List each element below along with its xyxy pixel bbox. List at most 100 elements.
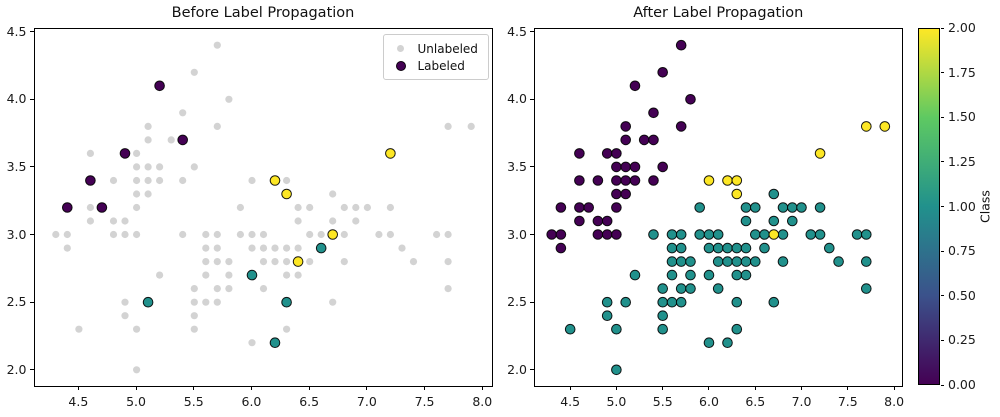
scatter-point — [132, 149, 140, 157]
scatter-point — [444, 258, 452, 266]
scatter-point — [132, 325, 140, 333]
x-tick-label: 5.0 — [606, 394, 627, 409]
colorbar-tick-mark — [941, 72, 944, 74]
scatter-point — [259, 258, 267, 266]
y-tick-label: 4.5 — [6, 23, 27, 39]
scatter-point — [555, 229, 567, 240]
x-tick-mark — [847, 386, 849, 390]
scatter-point — [731, 269, 743, 281]
x-tick-label: 4.5 — [560, 394, 581, 409]
scatter-point — [444, 285, 452, 293]
x-tick-label: 4.5 — [68, 394, 89, 409]
colorbar-tick-mark — [941, 250, 944, 252]
scatter-point — [270, 258, 279, 266]
colorbar-tick-mark — [941, 27, 944, 29]
colorbar-tick-label: 0.25 — [948, 332, 976, 348]
scatter-point — [703, 229, 715, 240]
scatter-point — [224, 271, 232, 279]
scatter-point — [84, 175, 96, 186]
scatter-point — [666, 229, 678, 240]
scatter-point — [703, 269, 715, 281]
scatter-point — [601, 229, 613, 240]
y-tick-mark — [530, 31, 534, 33]
scatter-point — [292, 256, 303, 267]
y-tick-mark — [29, 301, 34, 303]
scatter-point — [409, 258, 417, 266]
scatter-point — [305, 258, 313, 266]
scatter-point — [648, 134, 659, 146]
y-tick-mark — [29, 166, 34, 168]
scatter-point — [611, 229, 622, 240]
colorbar-tick-mark — [941, 295, 944, 297]
scatter-point — [432, 230, 440, 239]
scatter-point — [280, 296, 292, 308]
x-tick-label: 6.0 — [699, 394, 719, 409]
scatter-point — [51, 230, 59, 239]
scatter-point — [144, 136, 152, 144]
y-tick-label: 4.0 — [6, 91, 27, 107]
scatter-point — [555, 202, 567, 213]
scatter-point — [657, 310, 668, 322]
after-plot-axes: After Label Propagation 4.5 5.0 5.5 6.0 6.5 7… — [507, 5, 904, 409]
scatter-point — [731, 296, 743, 308]
scatter-point — [648, 175, 659, 186]
scatter-point — [351, 203, 359, 212]
scatter-point — [120, 298, 129, 306]
scatter-point — [712, 229, 724, 240]
scatter-point — [768, 296, 780, 308]
scatter-point — [190, 68, 198, 76]
scatter-point — [759, 242, 770, 254]
scatter-point — [259, 285, 267, 293]
scatter-point — [294, 244, 302, 252]
scatter-point — [178, 176, 186, 185]
scatter-point — [328, 217, 336, 225]
y-tick-mark — [530, 369, 534, 371]
y-tick-mark — [530, 234, 534, 236]
y-tick-mark — [530, 301, 534, 303]
scatter-point — [666, 256, 678, 267]
x-tick-label: 5.0 — [126, 394, 146, 409]
scatter-point — [109, 176, 117, 185]
x-tick-mark — [366, 386, 368, 390]
labeled-marker-icon — [384, 60, 418, 71]
scatter-point — [280, 188, 292, 200]
scatter-point — [731, 323, 743, 335]
scatter-point — [190, 298, 198, 306]
y-tick-label: 2.5 — [507, 294, 527, 310]
scatter-point — [657, 161, 668, 173]
scatter-point — [666, 296, 678, 308]
scatter-point — [213, 41, 221, 49]
y-tick-label: 2.0 — [6, 361, 27, 377]
x-tick-mark — [481, 386, 483, 390]
scatter-point — [592, 229, 604, 240]
scatter-point — [657, 283, 668, 294]
x-tick-label: 7.5 — [414, 394, 435, 409]
scatter-point — [120, 312, 129, 320]
scatter-point — [351, 217, 359, 225]
scatter-point — [629, 269, 641, 281]
scatter-point — [246, 269, 257, 281]
scatter-point — [851, 229, 863, 240]
scatter-point — [740, 256, 752, 267]
scatter-point — [86, 203, 94, 212]
scatter-point — [213, 230, 221, 239]
scatter-point — [201, 244, 209, 252]
before-plot-title: Before Label Propagation — [171, 5, 355, 21]
colorbar-tick-mark — [941, 116, 944, 118]
scatter-point — [750, 229, 761, 240]
scatter-point — [611, 175, 622, 186]
scatter-point — [861, 256, 872, 267]
scatter-point — [236, 230, 244, 239]
scatter-point — [685, 256, 696, 267]
scatter-point — [213, 258, 221, 266]
scatter-point — [574, 215, 585, 227]
scatter-point — [666, 242, 678, 254]
scatter-point — [712, 256, 724, 267]
scatter-point — [879, 121, 891, 132]
scatter-point — [814, 229, 826, 240]
colorbar-tick-mark — [941, 339, 944, 341]
colorbar-tick-label: 1.50 — [948, 109, 976, 125]
scatter-point — [444, 230, 452, 239]
x-tick-mark — [77, 386, 79, 390]
scatter-point — [861, 283, 872, 294]
